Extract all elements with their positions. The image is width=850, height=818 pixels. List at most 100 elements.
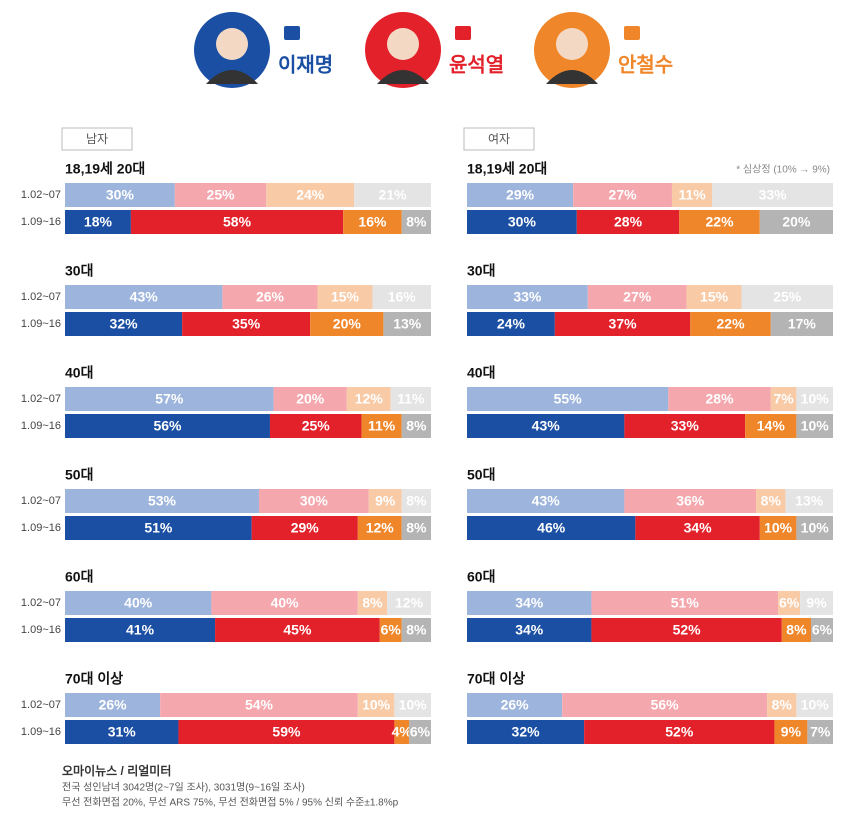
source-line: 무선 전화면접 20%, 무선 ARS 75%, 무선 전화면접 5% / 95… — [62, 797, 399, 809]
group-title: 40대 — [65, 365, 93, 381]
candidate-face — [216, 28, 248, 60]
bar-segment — [368, 489, 402, 513]
value-label: 9% — [781, 724, 802, 740]
value-label: 54% — [245, 697, 274, 713]
value-label: 30% — [508, 214, 537, 230]
bar-segment — [770, 312, 833, 336]
bar-segment — [467, 387, 669, 411]
bar-segment — [65, 516, 252, 540]
bar-segment — [130, 210, 344, 234]
bar-segment — [401, 618, 431, 642]
value-label: 43% — [532, 493, 561, 509]
candidate-face — [556, 28, 588, 60]
value-label: 58% — [223, 214, 252, 230]
candidate-name: 윤석열 — [449, 53, 504, 76]
bar-segment — [343, 210, 402, 234]
group-title: 30대 — [467, 263, 495, 279]
value-label: 12% — [395, 595, 424, 611]
bar-segment — [65, 693, 161, 717]
bar-segment — [394, 693, 431, 717]
bar-segment — [467, 516, 636, 540]
bar-segment — [759, 210, 833, 234]
panel-title: 남자 — [86, 132, 108, 146]
value-label: 8% — [406, 214, 427, 230]
row-label: 1.02~07 — [21, 393, 61, 405]
bar-segment — [686, 285, 742, 309]
group-title: 30대 — [65, 263, 93, 279]
row-label: 1.02~07 — [21, 699, 61, 711]
group-title: 18,19세 20대 — [467, 161, 547, 177]
value-label: 21% — [379, 187, 408, 203]
bar-segment — [467, 285, 588, 309]
value-label: 22% — [717, 316, 746, 332]
bar-segment — [310, 312, 384, 336]
value-label: 16% — [388, 289, 417, 305]
value-label: 12% — [366, 520, 395, 536]
value-label: 8% — [772, 697, 793, 713]
bar-segment — [785, 489, 833, 513]
bar-segment — [467, 618, 592, 642]
bar-segment — [554, 312, 691, 336]
bar-segment — [65, 720, 179, 744]
bar-segment — [65, 387, 274, 411]
value-label: 4% — [392, 724, 413, 740]
bar-segment — [160, 693, 358, 717]
value-label: 14% — [757, 418, 786, 434]
value-label: 34% — [515, 595, 544, 611]
bar-segment — [796, 387, 833, 411]
value-label: 46% — [537, 520, 566, 536]
value-label: 51% — [671, 595, 700, 611]
bar-segment — [387, 591, 431, 615]
value-label: 30% — [300, 493, 329, 509]
bar-segment — [591, 618, 782, 642]
value-label: 31% — [108, 724, 137, 740]
value-label: 28% — [614, 214, 643, 230]
value-label: 10% — [362, 697, 391, 713]
bar-segment — [624, 414, 746, 438]
value-label: 32% — [110, 316, 139, 332]
bar-segment — [467, 183, 574, 207]
bar-segment — [796, 693, 833, 717]
candidate-name: 이재명 — [278, 53, 333, 76]
value-label: 22% — [706, 214, 735, 230]
value-label: 6% — [381, 622, 402, 638]
value-label: 16% — [358, 214, 387, 230]
row-label: 1.09~16 — [21, 522, 61, 534]
bar-segment — [65, 210, 131, 234]
value-label: 8% — [786, 622, 807, 638]
value-label: 10% — [801, 697, 830, 713]
bar-segment — [174, 183, 267, 207]
bar-segment — [576, 210, 680, 234]
candidate-name: 안철수 — [618, 53, 673, 76]
bar-segment — [591, 591, 779, 615]
bar-segment — [767, 693, 797, 717]
row-label: 1.02~07 — [21, 597, 61, 609]
bar-segment — [741, 285, 833, 309]
bar-segment — [269, 414, 362, 438]
candidate-body — [377, 70, 429, 84]
value-label: 56% — [651, 697, 680, 713]
bar-segment — [759, 516, 797, 540]
group-title: 60대 — [467, 569, 495, 585]
value-label: 32% — [512, 724, 541, 740]
bar-segment — [811, 618, 833, 642]
value-label: 8% — [406, 520, 427, 536]
bar-segment — [467, 312, 555, 336]
bar-segment — [357, 693, 395, 717]
bar-segment — [756, 489, 786, 513]
value-label: 26% — [501, 697, 530, 713]
bar-segment — [65, 285, 223, 309]
value-label: 40% — [124, 595, 153, 611]
panel-tag — [61, 127, 133, 151]
value-label: 24% — [296, 187, 325, 203]
bar-segment — [796, 414, 833, 438]
value-label: 51% — [144, 520, 173, 536]
value-label: 37% — [609, 316, 638, 332]
bar-segment — [679, 210, 760, 234]
bar-segment — [745, 414, 797, 438]
row-label: 1.09~16 — [21, 420, 61, 432]
note: * 심상정 (10% → 9%) — [736, 164, 830, 176]
group-title: 70대 이상 — [467, 671, 525, 687]
value-label: 26% — [99, 697, 128, 713]
